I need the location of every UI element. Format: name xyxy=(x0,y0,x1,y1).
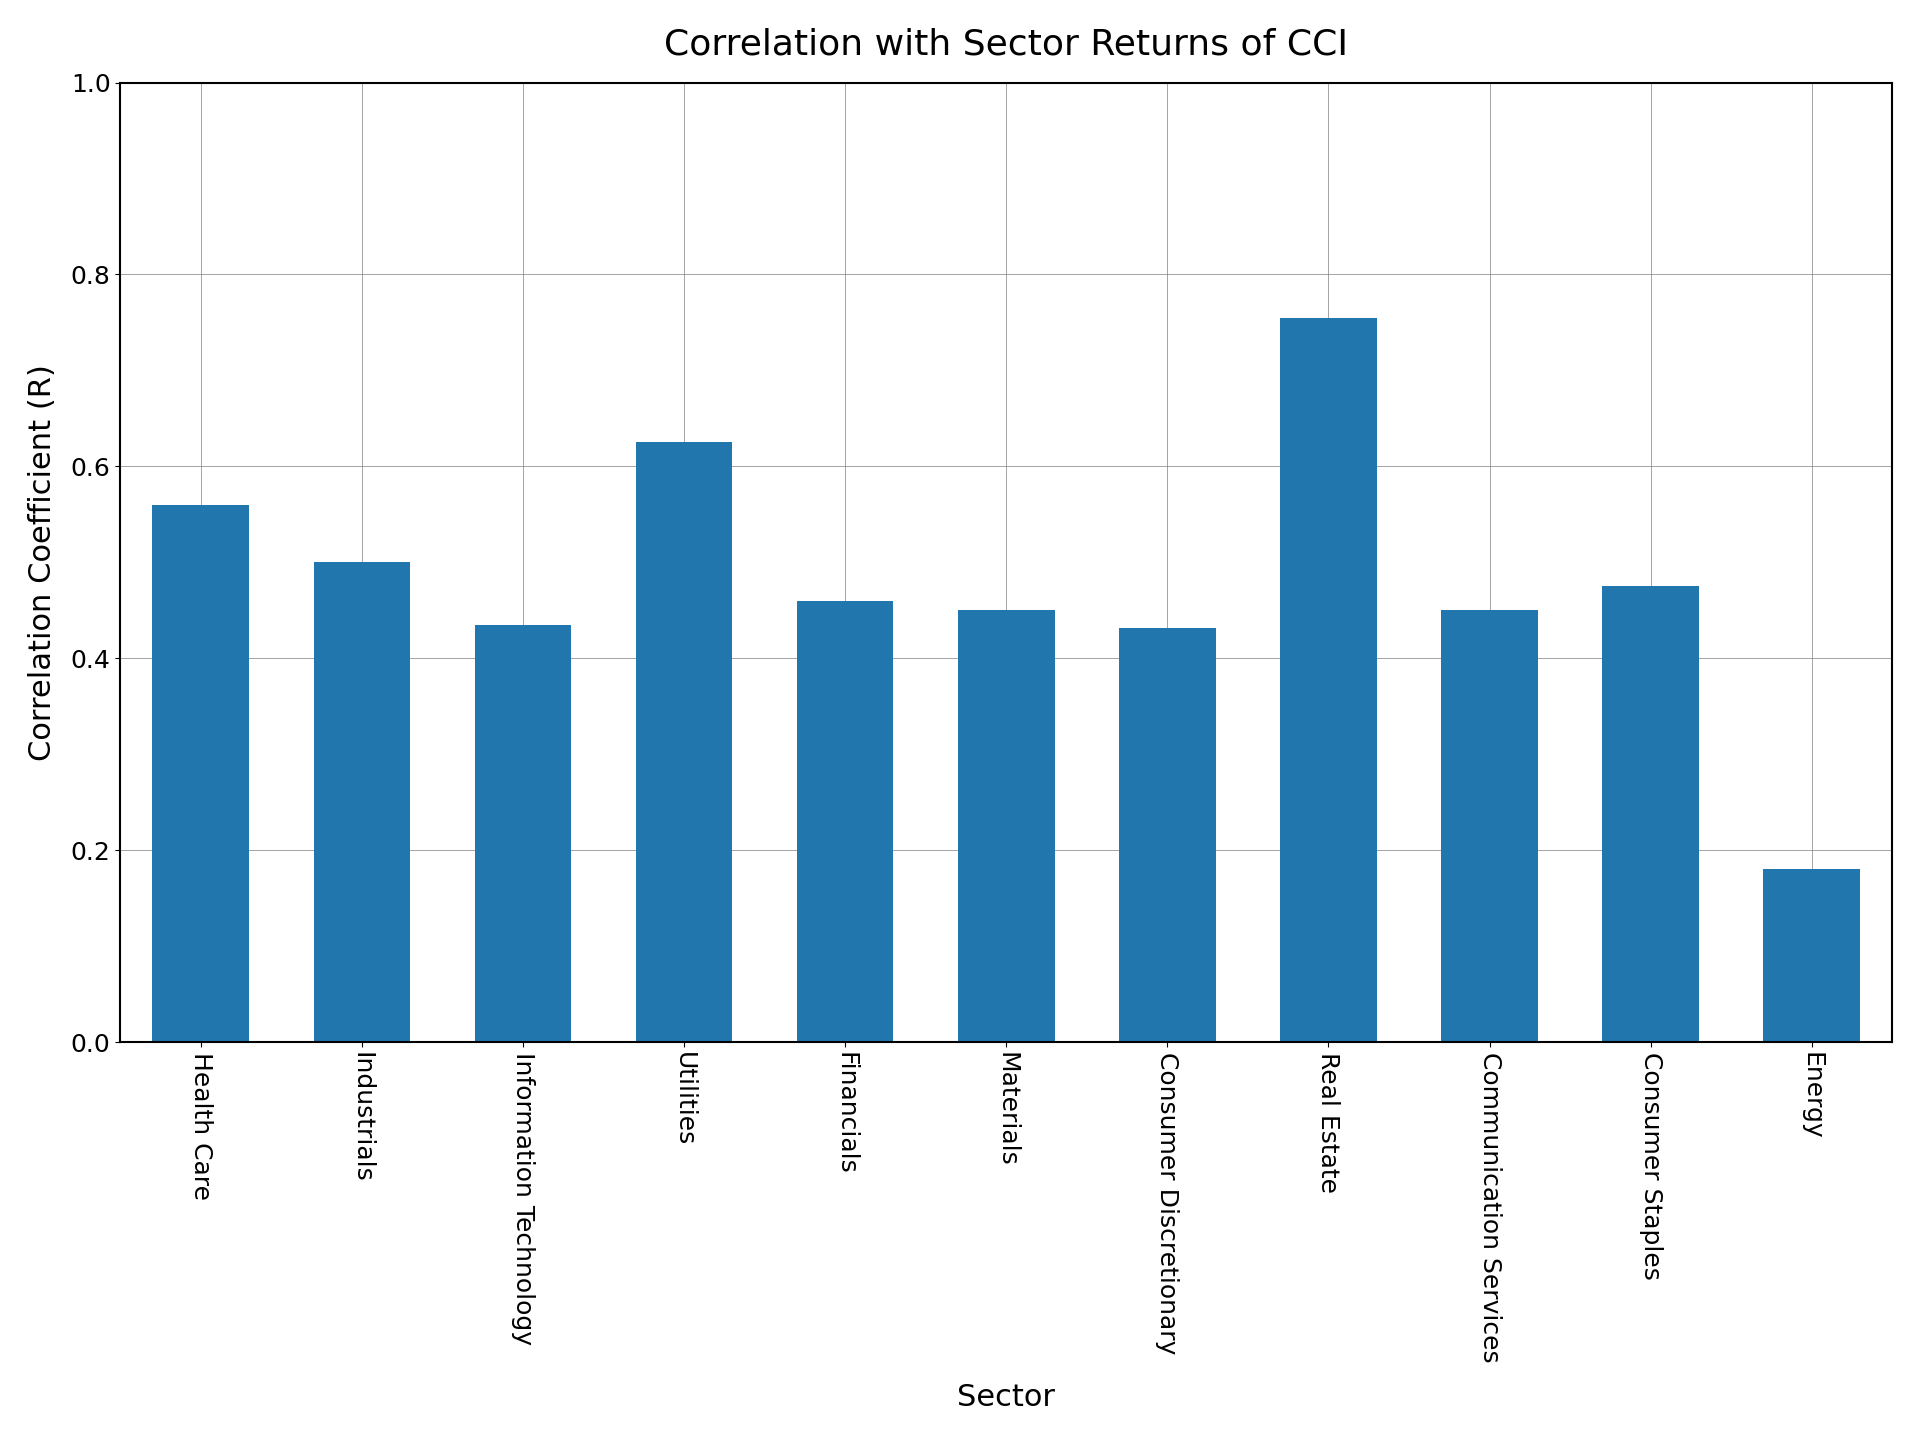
Bar xyxy=(636,442,732,1043)
Y-axis label: Correlation Coefficient (R): Correlation Coefficient (R) xyxy=(27,364,58,760)
Bar xyxy=(1119,628,1215,1043)
Bar xyxy=(797,600,893,1043)
X-axis label: Sector: Sector xyxy=(958,1384,1056,1413)
Bar xyxy=(1763,870,1860,1043)
Bar xyxy=(1603,586,1699,1043)
Bar xyxy=(152,505,250,1043)
Bar xyxy=(313,562,411,1043)
Title: Correlation with Sector Returns of CCI: Correlation with Sector Returns of CCI xyxy=(664,27,1348,62)
Bar xyxy=(474,625,572,1043)
Bar xyxy=(1281,318,1377,1043)
Bar xyxy=(958,611,1054,1043)
Bar xyxy=(1442,611,1538,1043)
